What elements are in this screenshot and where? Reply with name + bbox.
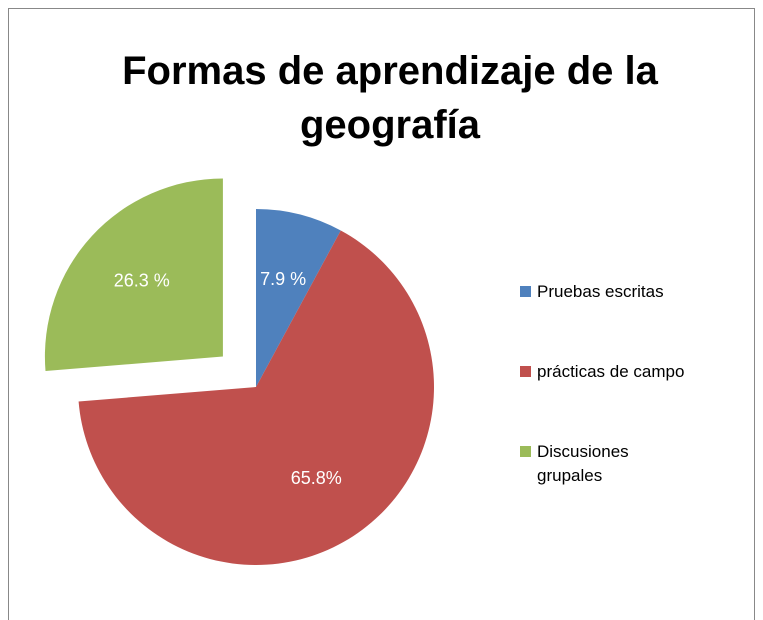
chart-title: Formas de aprendizaje de la geografía [122,49,658,147]
legend-swatch [520,446,531,457]
pie-slice [256,209,341,387]
data-label: 65.8% [291,468,342,488]
legend-swatch [520,366,531,377]
pie-slice [78,230,434,565]
legend-item: prácticas de campo [520,360,687,384]
legend-swatch [520,286,531,297]
data-label: 26.3 % [114,270,170,290]
legend-item: Discusiones grupales [520,440,687,488]
legend-label: Discusiones grupales [537,442,629,485]
legend-label: Pruebas escritas [537,282,664,301]
data-label: 7.9 % [260,269,306,289]
chart-border [8,8,755,620]
legend-item: Pruebas escritas [520,280,687,304]
legend-label: prácticas de campo [537,362,685,381]
pie-slice [44,178,223,372]
